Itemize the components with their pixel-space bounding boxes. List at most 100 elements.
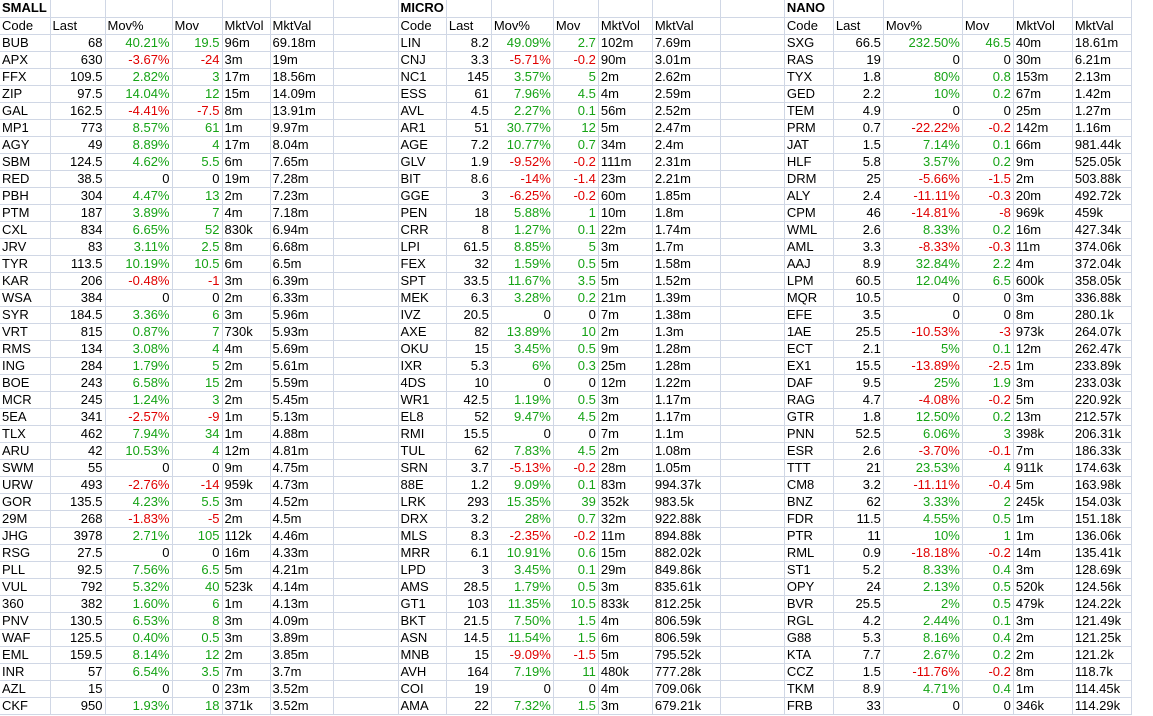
- mkt-val-cell[interactable]: 69.18m: [270, 34, 334, 52]
- mkt-vol-cell[interactable]: 371k: [222, 697, 271, 715]
- last-cell[interactable]: 1.8: [833, 408, 884, 426]
- mov-pct-cell[interactable]: 2%: [883, 595, 963, 613]
- empty-cell[interactable]: [720, 459, 785, 477]
- empty-cell[interactable]: [333, 629, 399, 647]
- mov-cell[interactable]: 8: [172, 612, 223, 630]
- code-cell[interactable]: NC1: [398, 68, 447, 86]
- mov-pct-cell[interactable]: 7.14%: [883, 136, 963, 154]
- last-cell[interactable]: 2.6: [833, 442, 884, 460]
- mov-pct-cell[interactable]: 232.50%: [883, 34, 963, 52]
- last-cell[interactable]: 15.5: [446, 425, 492, 443]
- mov-pct-cell[interactable]: 0: [883, 289, 963, 307]
- mov-pct-cell[interactable]: 0: [491, 306, 554, 324]
- code-cell[interactable]: ZIP: [0, 85, 51, 103]
- code-cell[interactable]: LPD: [398, 561, 447, 579]
- mov-cell[interactable]: 2.5: [172, 238, 223, 256]
- last-cell[interactable]: 145: [446, 68, 492, 86]
- mov-pct-cell[interactable]: 7.96%: [491, 85, 554, 103]
- code-cell[interactable]: RMI: [398, 425, 447, 443]
- last-cell[interactable]: 3: [446, 187, 492, 205]
- mkt-val-cell[interactable]: 114.45k: [1072, 680, 1132, 698]
- mov-pct-cell[interactable]: 1.79%: [491, 578, 554, 596]
- code-cell[interactable]: ARU: [0, 442, 51, 460]
- code-cell[interactable]: HLF: [784, 153, 834, 171]
- mov-cell[interactable]: 0: [962, 102, 1014, 120]
- mkt-val-cell[interactable]: 233.89k: [1072, 357, 1132, 375]
- mov-cell[interactable]: 0.5: [553, 391, 599, 409]
- mkt-val-cell[interactable]: 2.4m: [652, 136, 721, 154]
- code-cell[interactable]: ASN: [398, 629, 447, 647]
- mkt-val-cell[interactable]: 135.41k: [1072, 544, 1132, 562]
- mkt-vol-cell[interactable]: 520k: [1013, 578, 1073, 596]
- mov-pct-cell[interactable]: 3.89%: [105, 204, 173, 222]
- mkt-val-cell[interactable]: 121.49k: [1072, 612, 1132, 630]
- last-cell[interactable]: 268: [50, 510, 106, 528]
- last-cell[interactable]: 61: [446, 85, 492, 103]
- mov-cell[interactable]: 10.5: [553, 595, 599, 613]
- last-cell[interactable]: 15: [446, 340, 492, 358]
- last-cell[interactable]: 1.5: [833, 663, 884, 681]
- code-cell[interactable]: FFX: [0, 68, 51, 86]
- code-cell[interactable]: GOR: [0, 493, 51, 511]
- code-cell[interactable]: CKF: [0, 697, 51, 715]
- mkt-vol-cell[interactable]: 3m: [222, 612, 271, 630]
- code-cell[interactable]: CM8: [784, 476, 834, 494]
- mov-cell[interactable]: -1.5: [962, 170, 1014, 188]
- mov-pct-cell[interactable]: 2.82%: [105, 68, 173, 86]
- last-cell[interactable]: 135.5: [50, 493, 106, 511]
- column-header[interactable]: MktVol: [1013, 17, 1073, 35]
- last-cell[interactable]: 57: [50, 663, 106, 681]
- code-cell[interactable]: EL8: [398, 408, 447, 426]
- mov-pct-cell[interactable]: 7.32%: [491, 697, 554, 715]
- mov-pct-cell[interactable]: 8.14%: [105, 646, 173, 664]
- mkt-val-cell[interactable]: 4.52m: [270, 493, 334, 511]
- mkt-vol-cell[interactable]: 3m: [598, 391, 653, 409]
- mkt-val-cell[interactable]: 118.7k: [1072, 663, 1132, 681]
- last-cell[interactable]: 62: [446, 442, 492, 460]
- last-cell[interactable]: 92.5: [50, 561, 106, 579]
- code-cell[interactable]: VRT: [0, 323, 51, 341]
- mkt-val-cell[interactable]: 262.47k: [1072, 340, 1132, 358]
- mov-pct-cell[interactable]: 9.47%: [491, 408, 554, 426]
- mov-cell[interactable]: 2.2: [962, 255, 1014, 273]
- mkt-vol-cell[interactable]: 730k: [222, 323, 271, 341]
- code-cell[interactable]: CNJ: [398, 51, 447, 69]
- last-cell[interactable]: 52: [446, 408, 492, 426]
- mov-pct-cell[interactable]: 0: [491, 680, 554, 698]
- mkt-vol-cell[interactable]: 142m: [1013, 119, 1073, 137]
- code-cell[interactable]: PNN: [784, 425, 834, 443]
- mov-pct-cell[interactable]: 6.58%: [105, 374, 173, 392]
- mov-pct-cell[interactable]: 0: [883, 306, 963, 324]
- mkt-vol-cell[interactable]: 2m: [598, 408, 653, 426]
- mov-cell[interactable]: 0.1: [553, 221, 599, 239]
- mov-cell[interactable]: -0.2: [962, 119, 1014, 137]
- mkt-val-cell[interactable]: 503.88k: [1072, 170, 1132, 188]
- code-cell[interactable]: RAS: [784, 51, 834, 69]
- code-cell[interactable]: TTT: [784, 459, 834, 477]
- mkt-vol-cell[interactable]: 1m: [222, 595, 271, 613]
- mov-pct-cell[interactable]: -5.13%: [491, 459, 554, 477]
- empty-cell[interactable]: [222, 0, 271, 18]
- code-cell[interactable]: OKU: [398, 340, 447, 358]
- mkt-vol-cell[interactable]: 2m: [1013, 646, 1073, 664]
- mkt-val-cell[interactable]: 19m: [270, 51, 334, 69]
- column-header[interactable]: Last: [833, 17, 884, 35]
- mov-cell[interactable]: -0.3: [962, 238, 1014, 256]
- mkt-val-cell[interactable]: 1.42m: [1072, 85, 1132, 103]
- code-cell[interactable]: AAJ: [784, 255, 834, 273]
- last-cell[interactable]: 773: [50, 119, 106, 137]
- mov-pct-cell[interactable]: 32.84%: [883, 255, 963, 273]
- last-cell[interactable]: 6.1: [446, 544, 492, 562]
- last-cell[interactable]: 68: [50, 34, 106, 52]
- code-cell[interactable]: AML: [784, 238, 834, 256]
- mkt-vol-cell[interactable]: 9m: [598, 340, 653, 358]
- code-cell[interactable]: SBM: [0, 153, 51, 171]
- mov-cell[interactable]: 4: [172, 136, 223, 154]
- mov-pct-cell[interactable]: 0: [883, 697, 963, 715]
- mkt-vol-cell[interactable]: 153m: [1013, 68, 1073, 86]
- mkt-val-cell[interactable]: 4.75m: [270, 459, 334, 477]
- mov-cell[interactable]: 6: [172, 306, 223, 324]
- mov-pct-cell[interactable]: -10.53%: [883, 323, 963, 341]
- empty-cell[interactable]: [720, 289, 785, 307]
- code-cell[interactable]: PLL: [0, 561, 51, 579]
